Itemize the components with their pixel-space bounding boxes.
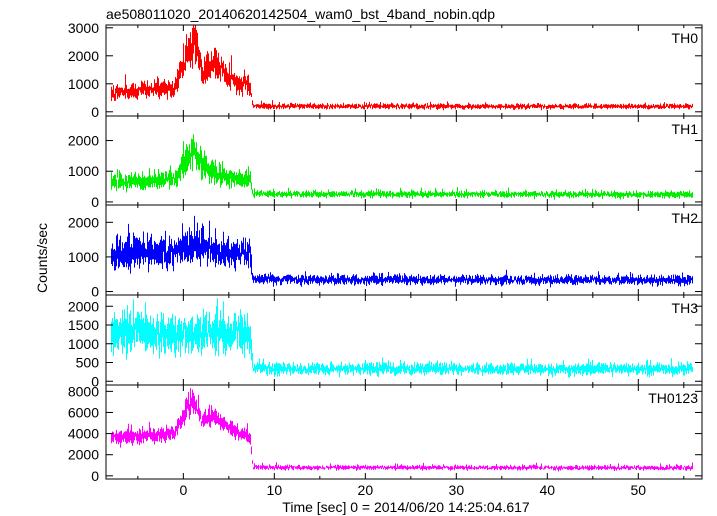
y-tick-label: 0 — [91, 104, 99, 120]
x-tick-label: 40 — [540, 482, 556, 498]
y-tick-label: 1000 — [68, 76, 99, 92]
panel-frame — [105, 384, 703, 480]
y-tick-label: 2000 — [68, 298, 99, 314]
y-tick-label: 0 — [91, 284, 99, 300]
panel-th2: 0 1000 2000 TH2 — [68, 204, 703, 300]
y-tick-label: 6000 — [68, 404, 99, 420]
panel-label: TH1 — [672, 121, 699, 137]
panel-th1: 0 1000 2000 TH1 — [68, 115, 703, 210]
panel-label: TH0 — [672, 30, 699, 46]
y-tick-label: 2000 — [68, 447, 99, 463]
y-tick-label: 0 — [91, 468, 99, 484]
x-axis-label: Time [sec] 0 = 2014/06/20 14:25:04.617 — [282, 499, 530, 515]
y-tick-label: 3000 — [68, 20, 99, 36]
panel-label: TH0123 — [648, 390, 698, 406]
panel-th0123: 0 2000 4000 6000 8000 TH0123 — [68, 383, 703, 484]
y-tick-label: 1500 — [68, 317, 99, 333]
y-tick-label: 0 — [91, 194, 99, 210]
panel-label: TH3 — [672, 300, 699, 316]
chart-title: ae508011020_20140620142504_wam0_bst_4ban… — [106, 6, 495, 22]
panel-label: TH2 — [672, 210, 699, 226]
y-tick-label: 1000 — [68, 163, 99, 179]
x-tick-label: 0 — [179, 482, 187, 498]
x-tick-label: 50 — [631, 482, 647, 498]
x-tick-label: 10 — [267, 482, 283, 498]
x-tick-label: 20 — [358, 482, 374, 498]
y-tick-label: 500 — [76, 355, 100, 371]
y-tick-label: 1000 — [68, 249, 99, 265]
series-trace-th2 — [111, 215, 693, 288]
panel-th0: 0 1000 2000 3000 TH0 — [68, 20, 703, 120]
y-tick-label: 1000 — [68, 336, 99, 352]
y-axis-label: Counts/sec — [34, 223, 50, 293]
y-tick-label: 2000 — [68, 214, 99, 230]
y-tick-label: 4000 — [68, 426, 99, 442]
series-trace-th3 — [111, 298, 693, 378]
series-trace-th1 — [111, 134, 693, 200]
series-trace-th0123 — [111, 388, 693, 472]
y-tick-label: 0 — [91, 373, 99, 389]
y-tick-label: 8000 — [68, 383, 99, 399]
panel-th3: 0 500 1000 1500 2000 TH3 — [68, 294, 703, 389]
series-trace-th0 — [111, 25, 693, 111]
x-tick-label: 30 — [449, 482, 465, 498]
y-tick-label: 2000 — [68, 48, 99, 64]
y-tick-label: 2000 — [68, 133, 99, 149]
